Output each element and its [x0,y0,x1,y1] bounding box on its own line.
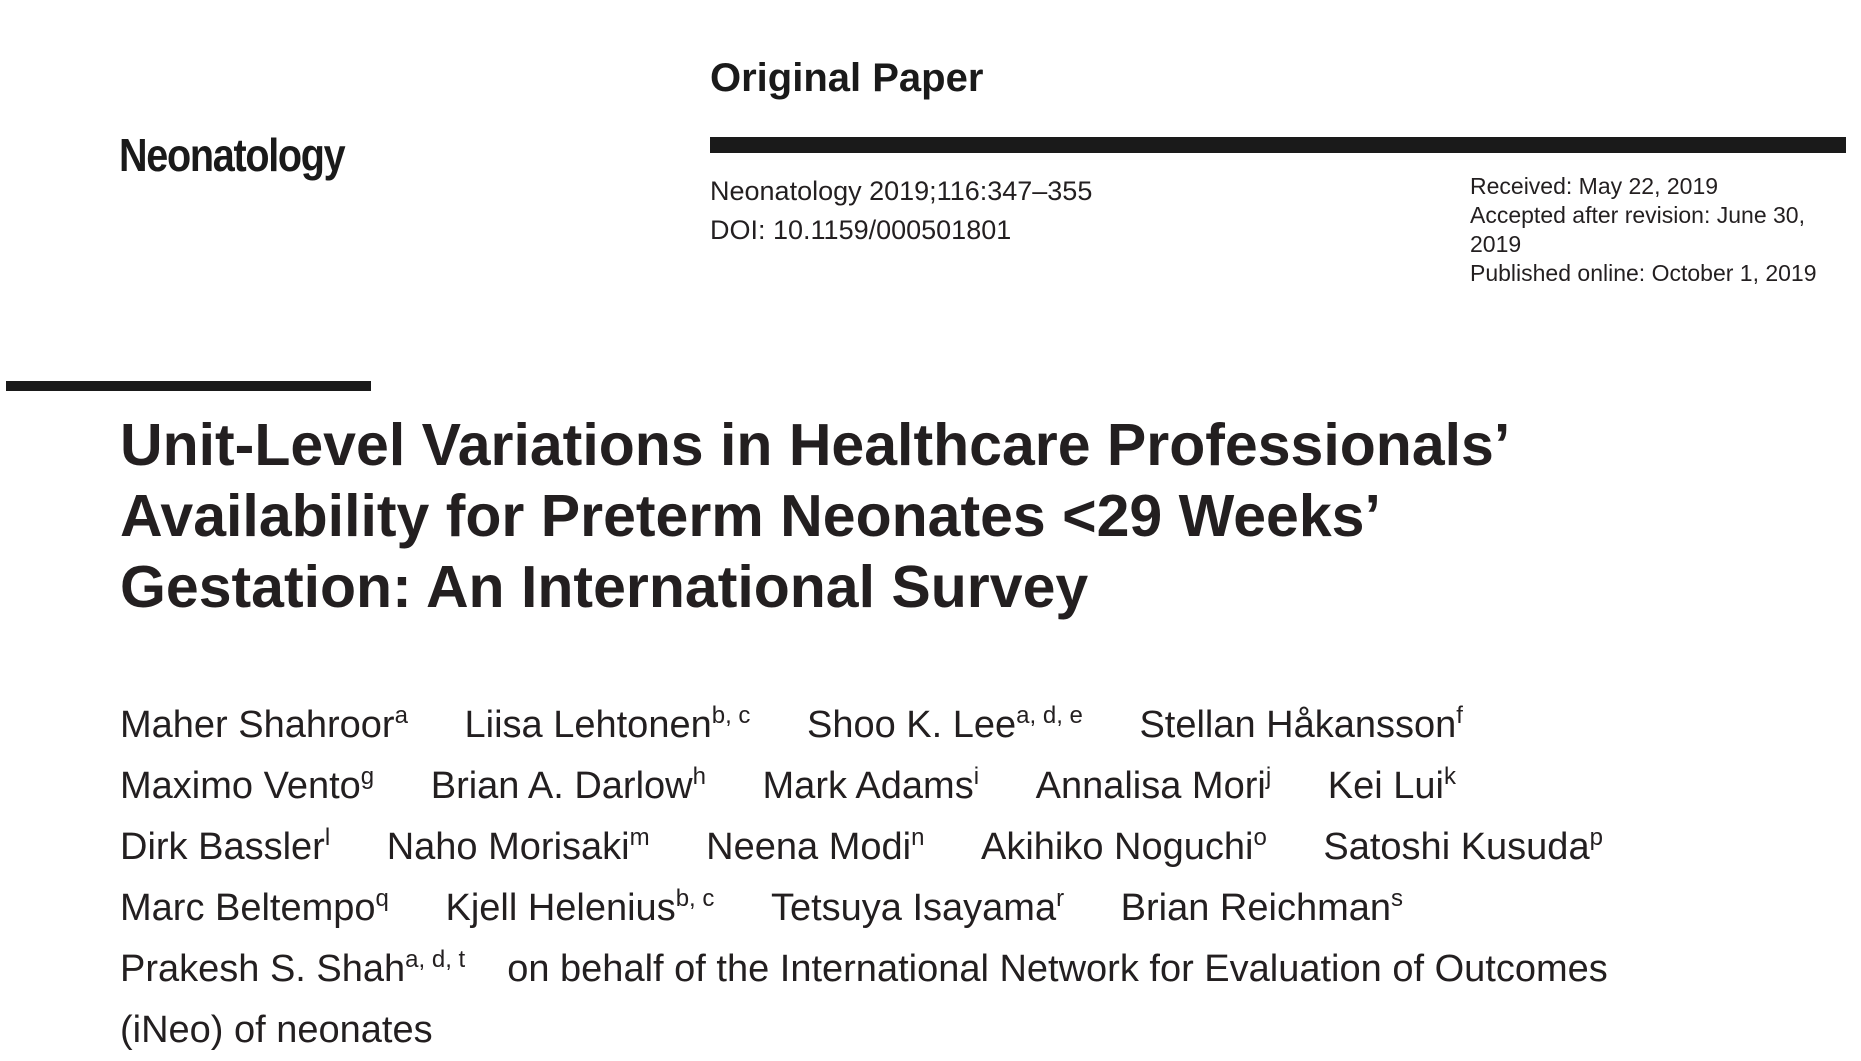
title-line: Availability for Preterm Neonates <29 We… [120,483,1381,549]
affiliation-mark: l [324,824,331,851]
accepted-date: Accepted after revision: June 30, 2019 [1470,202,1805,257]
affiliation-mark: m [629,824,650,851]
affiliation-mark: h [692,763,706,790]
author-name: Marc Beltempo [120,887,376,929]
author-name: Prakesh S. Shah [120,948,406,990]
author-name: Maximo Vento [120,765,361,807]
author[interactable]: Naho Morisakim [387,817,650,878]
author[interactable]: Kjell Heleniusb, c [445,878,714,939]
dates-block: Received: May 22, 2019 Accepted after re… [1470,172,1861,288]
affiliation-mark: o [1253,824,1267,851]
author-name: Akihiko Noguchi [980,826,1254,868]
affiliation-mark: n [911,824,925,851]
on-behalf-text: on behalf of the International Network f… [120,948,1608,1051]
author-name: Satoshi Kusuda [1323,826,1590,868]
author[interactable]: Shoo K. Leea, d, e [807,695,1083,756]
title-line: Gestation: An International Survey [120,554,1089,620]
author-name: Kei Lui [1327,765,1444,807]
affiliation-mark: j [1265,763,1272,790]
author[interactable]: Maximo Ventog [120,756,374,817]
affiliation-mark: a, d, t [405,946,466,973]
author[interactable]: Tetsuya Isayamar [771,878,1064,939]
author[interactable]: Kei Luik [1328,756,1456,817]
author-name: Maher Shahroor [120,704,395,746]
author-name: Liisa Lehtonen [464,704,712,746]
author-name: Brian Reichman [1120,887,1391,929]
article-title: Unit-Level Variations in Healthcare Prof… [120,410,1700,623]
affiliation-mark: s [1391,885,1403,912]
affiliation-mark: a, d, e [1016,702,1083,729]
title-rule [6,381,371,391]
author[interactable]: Akihiko Noguchio [981,817,1267,878]
author-name: Neena Modi [706,826,912,868]
affiliation-mark: i [973,763,980,790]
affiliation-mark: b, c [711,702,751,729]
author[interactable]: Liisa Lehtonenb, c [465,695,751,756]
author[interactable]: Mark Adamsi [763,756,980,817]
author-name: Shoo K. Lee [806,704,1017,746]
author[interactable]: Prakesh S. Shaha, d, t [120,939,465,1000]
author-name: Kjell Helenius [445,887,676,929]
title-line: Unit-Level Variations in Healthcare Prof… [120,412,1511,478]
author-name: Naho Morisaki [386,826,630,868]
received-date: Received: May 22, 2019 [1470,173,1719,199]
published-date: Published online: October 1, 2019 [1470,260,1817,286]
article-type: Original Paper [710,56,984,100]
affiliation-mark: p [1589,824,1603,851]
affiliation-mark: a [394,702,408,729]
author[interactable]: Brian A. Darlowh [431,756,706,817]
affiliation-mark: q [375,885,389,912]
author-name: Dirk Bassler [120,826,325,868]
header-rule [710,137,1846,153]
citation-block: Neonatology 2019;116:347–355 DOI: 10.115… [710,172,1092,250]
author[interactable]: Brian Reichmans [1121,878,1403,939]
author[interactable]: Dirk Basslerl [120,817,330,878]
affiliation-mark: b, c [675,885,715,912]
affiliation-mark: g [360,763,375,790]
journal-logo: Neonatology [119,129,346,181]
author-name: Annalisa Mori [1035,765,1266,807]
affiliation-mark: r [1056,885,1065,912]
doi[interactable]: DOI: 10.1159/000501801 [710,215,1012,245]
author-name: Brian A. Darlow [430,765,693,807]
author-list: Maher Shahroora Liisa Lehtonenb, c Shoo … [120,695,1680,1061]
author-name: Stellan Håkansson [1139,704,1457,746]
author[interactable]: Maher Shahroora [120,695,408,756]
author[interactable]: Neena Modin [706,817,924,878]
author[interactable]: Marc Beltempoq [120,878,389,939]
journal-citation: Neonatology 2019;116:347–355 [710,176,1093,206]
affiliation-mark: k [1443,763,1456,790]
author-name: Mark Adams [762,765,974,807]
author[interactable]: Annalisa Morij [1036,756,1272,817]
author-name: Tetsuya Isayama [770,887,1057,929]
author[interactable]: Satoshi Kusudap [1323,817,1603,878]
author[interactable]: Stellan Håkanssonf [1139,695,1463,756]
affiliation-mark: f [1456,702,1463,729]
